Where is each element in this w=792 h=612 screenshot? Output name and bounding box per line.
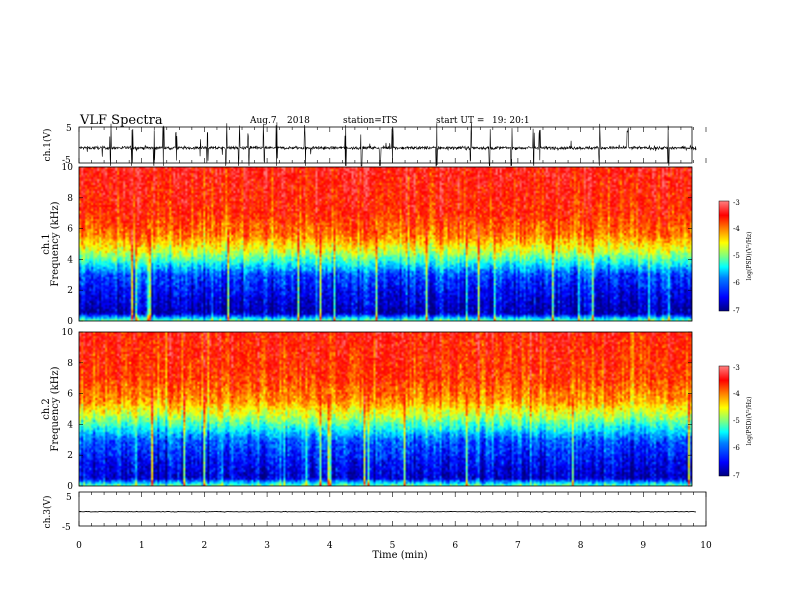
ch1-axis-label: ch.1(V)	[42, 129, 53, 162]
ch2-spectrogram-panel: 0 2 4 6 8 10 ch.2 Frequency (kHz)	[41, 328, 693, 492]
time-axis-tick-label: 7	[515, 541, 521, 551]
ch1-spectrogram-ytick-label: 6	[67, 225, 73, 235]
ch2-spectrogram-ytick-label: 6	[67, 390, 73, 400]
ch2-spectrogram-image	[79, 332, 692, 486]
ch1-colorbar-tick: -4	[733, 225, 740, 233]
ch2-frequency-label: Frequency (kHz)	[50, 366, 61, 451]
time-axis-tick-label: 9	[640, 541, 646, 551]
ch3-axis-label: ch.3(V)	[42, 496, 53, 529]
ch2-spectrogram-ytick-label: 0	[67, 482, 73, 492]
year-label: 2018	[287, 116, 310, 126]
ch2-spectrogram-yticks: 0 2 4 6 8 10	[62, 328, 692, 492]
ch1-spectrogram-ytick-label: 8	[67, 194, 73, 204]
ch2-spectrogram-ytick-label: 8	[67, 359, 73, 369]
ch3-waveform-panel: 5 -5 ch.3(V) 0 1 2 3 4 5 6 7 8 9 10 Time (min)	[42, 491, 712, 561]
ch1-colorbar-label: log(PSD)(V²/Hz)	[746, 232, 753, 281]
ch1-colorbar-gradient	[718, 200, 730, 312]
ch1-spectrogram-ytick-label: 0	[67, 317, 73, 327]
ch1-colorbar-tick: -6	[733, 279, 740, 287]
ch1-colorbar-tick: -7	[733, 307, 740, 315]
ch2-spectrogram-ytick-label: 4	[67, 420, 73, 430]
time-axis-tick-label: 10	[700, 541, 712, 551]
ch1-waveform-line	[78, 122, 697, 167]
ch1-spectrogram-ytick-label: 10	[62, 163, 74, 173]
time-axis-tick-label: 6	[452, 541, 458, 551]
time-axis-tick-label: 4	[327, 541, 333, 551]
start-ut-label: start UT =	[436, 116, 484, 126]
ch1-waveform-panel: 5 -5 ch.1(V)	[42, 122, 707, 167]
ch1-spectrogram-channel-label: ch.1	[41, 233, 52, 255]
ch1-frequency-label: Frequency (kHz)	[50, 201, 61, 286]
time-axis-tick-label: 5	[390, 541, 396, 551]
date-label: Aug.7	[249, 116, 277, 126]
ch1-spectrogram-image	[79, 167, 692, 321]
ch3-waveform-line	[78, 510, 697, 513]
ch1-colorbar-tick: -3	[733, 199, 740, 207]
time-axis-tick-label: 8	[578, 541, 584, 551]
ch3-ticks	[78, 492, 707, 526]
ch3-ytick-bottom: -5	[62, 523, 71, 533]
time-axis-tick-label: 3	[264, 541, 270, 551]
ch2-colorbar-label: log(PSD)(V²/Hz)	[746, 397, 753, 446]
time-axis-tick-label: 1	[139, 541, 145, 551]
ch2-colorbar-tick: -5	[733, 417, 740, 425]
ch1-spectrogram-ytick-label: 2	[67, 286, 73, 296]
ch2-colorbar-tick: -4	[733, 390, 740, 398]
ch1-spectrogram-ytick-label: 4	[67, 255, 73, 265]
ch2-spectrogram-channel-label: ch.2	[41, 398, 52, 420]
ch2-colorbar-tick: -3	[733, 364, 740, 372]
time-axis-tick-label: 0	[76, 541, 82, 551]
ch2-spectrogram-ytick-label: 2	[67, 451, 73, 461]
time-axis-tick-labels: 0 1 2 3 4 5 6 7 8 9 10	[76, 541, 712, 551]
station-label: station=ITS	[343, 116, 398, 126]
ch1-colorbar: -3 -4 -5 -6 -7 log(PSD)(V²/Hz)	[718, 199, 753, 315]
time-axis-tick-label: 2	[202, 541, 208, 551]
ch1-ytick-bottom: -5	[62, 156, 71, 166]
ch2-colorbar-tick: -6	[733, 444, 740, 452]
time-axis-label: Time (min)	[372, 550, 427, 561]
ch1-colorbar-tick: -5	[733, 252, 740, 260]
ch1-ytick-top: 5	[66, 124, 72, 134]
ch1-spectrogram-panel: 0 2 4 6 8 10 ch.1 Frequency (kHz)	[41, 163, 693, 327]
ch2-spectrogram-ytick-label: 10	[62, 328, 74, 338]
start-time-label: 19: 20:1	[492, 116, 530, 126]
ch2-colorbar: -3 -4 -5 -6 -7 log(PSD)(V²/Hz)	[718, 364, 753, 480]
ch2-colorbar-gradient	[718, 365, 730, 477]
figure-title: VLF Spectra	[79, 113, 163, 128]
ch3-ytick-top: 5	[66, 493, 72, 503]
ch1-spectrogram-yticks: 0 2 4 6 8 10	[62, 163, 692, 327]
ch2-colorbar-tick: -7	[733, 472, 740, 480]
